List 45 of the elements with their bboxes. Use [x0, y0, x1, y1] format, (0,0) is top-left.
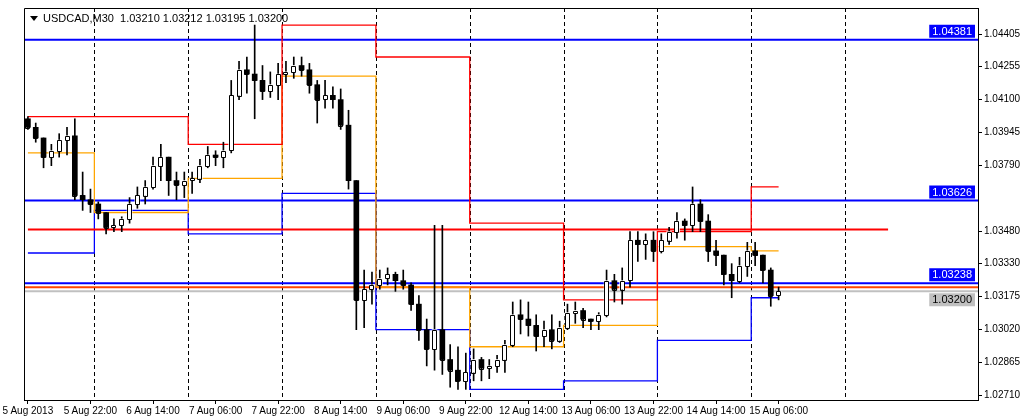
candlestick: [181, 171, 188, 198]
y-tick-label: 1.03480: [984, 225, 1021, 237]
ref-line-label: 1.04381: [932, 24, 972, 37]
x-tick-label: 6 Aug 14:00: [126, 404, 181, 416]
x-tick-label: 13 Aug 06:00: [561, 404, 621, 416]
y-tick-label: 1.02865: [984, 356, 1021, 368]
candlestick: [681, 218, 688, 241]
ref-line-label: 1.03200: [932, 293, 972, 306]
candlestick: [728, 263, 735, 299]
candlestick: [283, 60, 289, 83]
candlestick: [244, 56, 250, 94]
candlestick: [64, 126, 70, 156]
candlestick: [635, 231, 641, 262]
x-tick-label: 15 Aug 06:00: [749, 404, 809, 416]
y-tick-label: 1.04255: [984, 60, 1021, 72]
y-tick-label: 1.03945: [984, 126, 1021, 138]
candlestick: [111, 218, 117, 233]
y-tick-label: 1.03790: [984, 159, 1021, 171]
candlestick: [713, 239, 719, 267]
chart-title: USDCAD,M30 1.03210 1.03212 1.03195 1.03200: [43, 12, 289, 25]
x-tick-label: 8 Aug 14:00: [314, 404, 368, 416]
candlestick: [189, 171, 195, 194]
y-tick-label: 1.04405: [984, 28, 1021, 40]
x-tick-label: 9 Aug 06:00: [376, 404, 431, 416]
x-tick-label: 9 Aug 22:00: [439, 404, 493, 416]
y-tick-label: 1.03330: [984, 257, 1021, 269]
y-tick-label: 1.03020: [984, 323, 1021, 335]
candlestick: [251, 24, 258, 120]
x-tick-label: 7 Aug 06:00: [188, 404, 243, 416]
ref-line-label: 1.03238: [932, 268, 972, 281]
ref-line-label: 1.03626: [932, 185, 972, 198]
candlestick: [369, 271, 375, 305]
candlestick: [361, 269, 367, 328]
y-tick-label: 1.04100: [984, 93, 1021, 105]
x-tick-label: 5 Aug 22:00: [63, 404, 118, 416]
x-tick-label: 7 Aug 22:00: [251, 404, 306, 416]
x-tick-label: 12 Aug 14:00: [498, 404, 559, 416]
candlestick: [330, 86, 336, 109]
candlestick: [486, 359, 493, 380]
x-tick-label: 5 Aug 2013: [2, 404, 54, 416]
y-tick-label: 1.02710: [984, 389, 1021, 401]
x-tick-label: 13 Aug 22:00: [624, 404, 684, 416]
candlestick: [322, 80, 328, 109]
y-tick-label: 1.03175: [984, 290, 1021, 302]
x-tick-label: 14 Aug 14:00: [686, 404, 746, 416]
